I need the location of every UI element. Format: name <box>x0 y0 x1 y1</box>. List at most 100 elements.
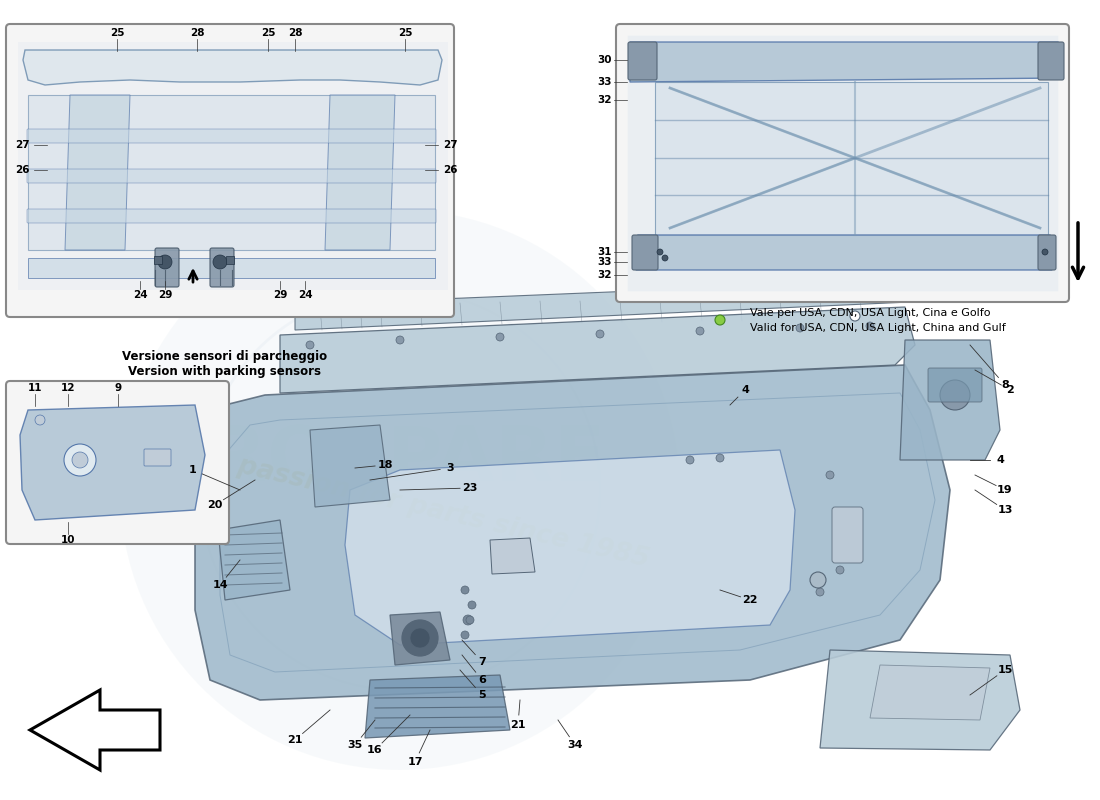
Circle shape <box>466 616 474 624</box>
Circle shape <box>35 415 45 425</box>
FancyBboxPatch shape <box>1038 235 1056 270</box>
Circle shape <box>402 620 438 656</box>
Text: 27: 27 <box>442 140 458 150</box>
Polygon shape <box>490 538 535 574</box>
Text: 15: 15 <box>998 665 1013 675</box>
Text: 5: 5 <box>478 690 486 700</box>
Circle shape <box>72 452 88 468</box>
Circle shape <box>826 471 834 479</box>
Text: 25: 25 <box>398 28 412 38</box>
Polygon shape <box>820 650 1020 750</box>
Text: 28: 28 <box>189 28 205 38</box>
FancyBboxPatch shape <box>210 248 234 287</box>
Text: 32: 32 <box>597 270 612 280</box>
Polygon shape <box>218 520 290 600</box>
FancyBboxPatch shape <box>28 209 436 223</box>
Text: 33: 33 <box>597 257 612 267</box>
Circle shape <box>396 336 404 344</box>
Text: 17: 17 <box>407 757 422 767</box>
Text: 6: 6 <box>478 675 486 685</box>
Polygon shape <box>636 235 1052 270</box>
Circle shape <box>461 631 469 639</box>
Polygon shape <box>654 82 1048 235</box>
Polygon shape <box>28 258 434 278</box>
Polygon shape <box>28 95 434 250</box>
Text: 3: 3 <box>447 463 454 473</box>
Circle shape <box>836 566 844 574</box>
Text: 10: 10 <box>60 535 75 545</box>
Circle shape <box>696 327 704 335</box>
FancyBboxPatch shape <box>632 235 658 270</box>
Circle shape <box>866 322 874 330</box>
Circle shape <box>850 311 860 321</box>
Text: 21: 21 <box>287 735 303 745</box>
Text: Vale per USA, CDN, USA Light, Cina e Golfo: Vale per USA, CDN, USA Light, Cina e Gol… <box>750 308 990 318</box>
Text: 4: 4 <box>997 455 1004 465</box>
Circle shape <box>1042 249 1048 255</box>
FancyBboxPatch shape <box>6 381 229 544</box>
Text: 32: 32 <box>597 95 612 105</box>
Text: 21: 21 <box>510 720 526 730</box>
Circle shape <box>468 601 476 609</box>
Circle shape <box>596 330 604 338</box>
Circle shape <box>306 341 313 349</box>
Circle shape <box>716 454 724 462</box>
FancyBboxPatch shape <box>144 449 170 466</box>
Polygon shape <box>324 95 395 250</box>
Circle shape <box>810 572 826 588</box>
Text: 12: 12 <box>60 383 75 393</box>
Text: 2: 2 <box>1006 385 1014 395</box>
Polygon shape <box>195 365 950 700</box>
Text: 24: 24 <box>133 290 147 300</box>
Text: a passion for parts since 1985: a passion for parts since 1985 <box>209 447 651 573</box>
Text: 23: 23 <box>462 483 477 493</box>
Text: Versione sensori di parcheggio: Versione sensori di parcheggio <box>122 350 328 363</box>
Polygon shape <box>20 405 205 520</box>
FancyBboxPatch shape <box>628 42 657 80</box>
Polygon shape <box>390 612 450 665</box>
Circle shape <box>158 255 172 269</box>
Text: 1: 1 <box>189 465 197 475</box>
FancyBboxPatch shape <box>616 24 1069 302</box>
Text: 9: 9 <box>114 383 122 393</box>
Circle shape <box>496 333 504 341</box>
Polygon shape <box>870 665 990 720</box>
FancyBboxPatch shape <box>155 248 179 287</box>
Text: 29: 29 <box>157 290 173 300</box>
Polygon shape <box>30 690 159 770</box>
FancyBboxPatch shape <box>1038 42 1064 80</box>
FancyBboxPatch shape <box>6 24 454 317</box>
Text: 31: 31 <box>597 247 612 257</box>
Circle shape <box>816 588 824 596</box>
Circle shape <box>686 456 694 464</box>
Text: 25: 25 <box>110 28 124 38</box>
Text: 20: 20 <box>207 500 222 510</box>
FancyBboxPatch shape <box>226 256 234 264</box>
Text: Version with parking sensors: Version with parking sensors <box>129 365 321 378</box>
Polygon shape <box>23 50 442 85</box>
Text: 26: 26 <box>14 165 30 175</box>
FancyBboxPatch shape <box>628 36 1058 291</box>
Text: 8: 8 <box>1001 380 1009 390</box>
Text: 29: 29 <box>273 290 287 300</box>
Circle shape <box>463 615 473 625</box>
Text: 16: 16 <box>367 745 383 755</box>
Text: 19: 19 <box>998 485 1013 495</box>
Text: 4: 4 <box>741 385 749 395</box>
Text: EUROSPARE: EUROSPARE <box>94 423 606 497</box>
Polygon shape <box>18 42 448 290</box>
Circle shape <box>461 586 469 594</box>
Circle shape <box>64 444 96 476</box>
Polygon shape <box>280 307 915 393</box>
Polygon shape <box>345 450 795 645</box>
FancyBboxPatch shape <box>928 368 982 402</box>
Circle shape <box>410 628 430 648</box>
Text: 22: 22 <box>742 595 758 605</box>
FancyBboxPatch shape <box>28 169 436 183</box>
Text: 33: 33 <box>597 77 612 87</box>
FancyBboxPatch shape <box>832 507 864 563</box>
Text: 13: 13 <box>998 505 1013 515</box>
Text: 30: 30 <box>597 55 612 65</box>
Text: 26: 26 <box>442 165 458 175</box>
Text: Valid for USA, CDN, USA Light, China and Gulf: Valid for USA, CDN, USA Light, China and… <box>750 323 1005 333</box>
